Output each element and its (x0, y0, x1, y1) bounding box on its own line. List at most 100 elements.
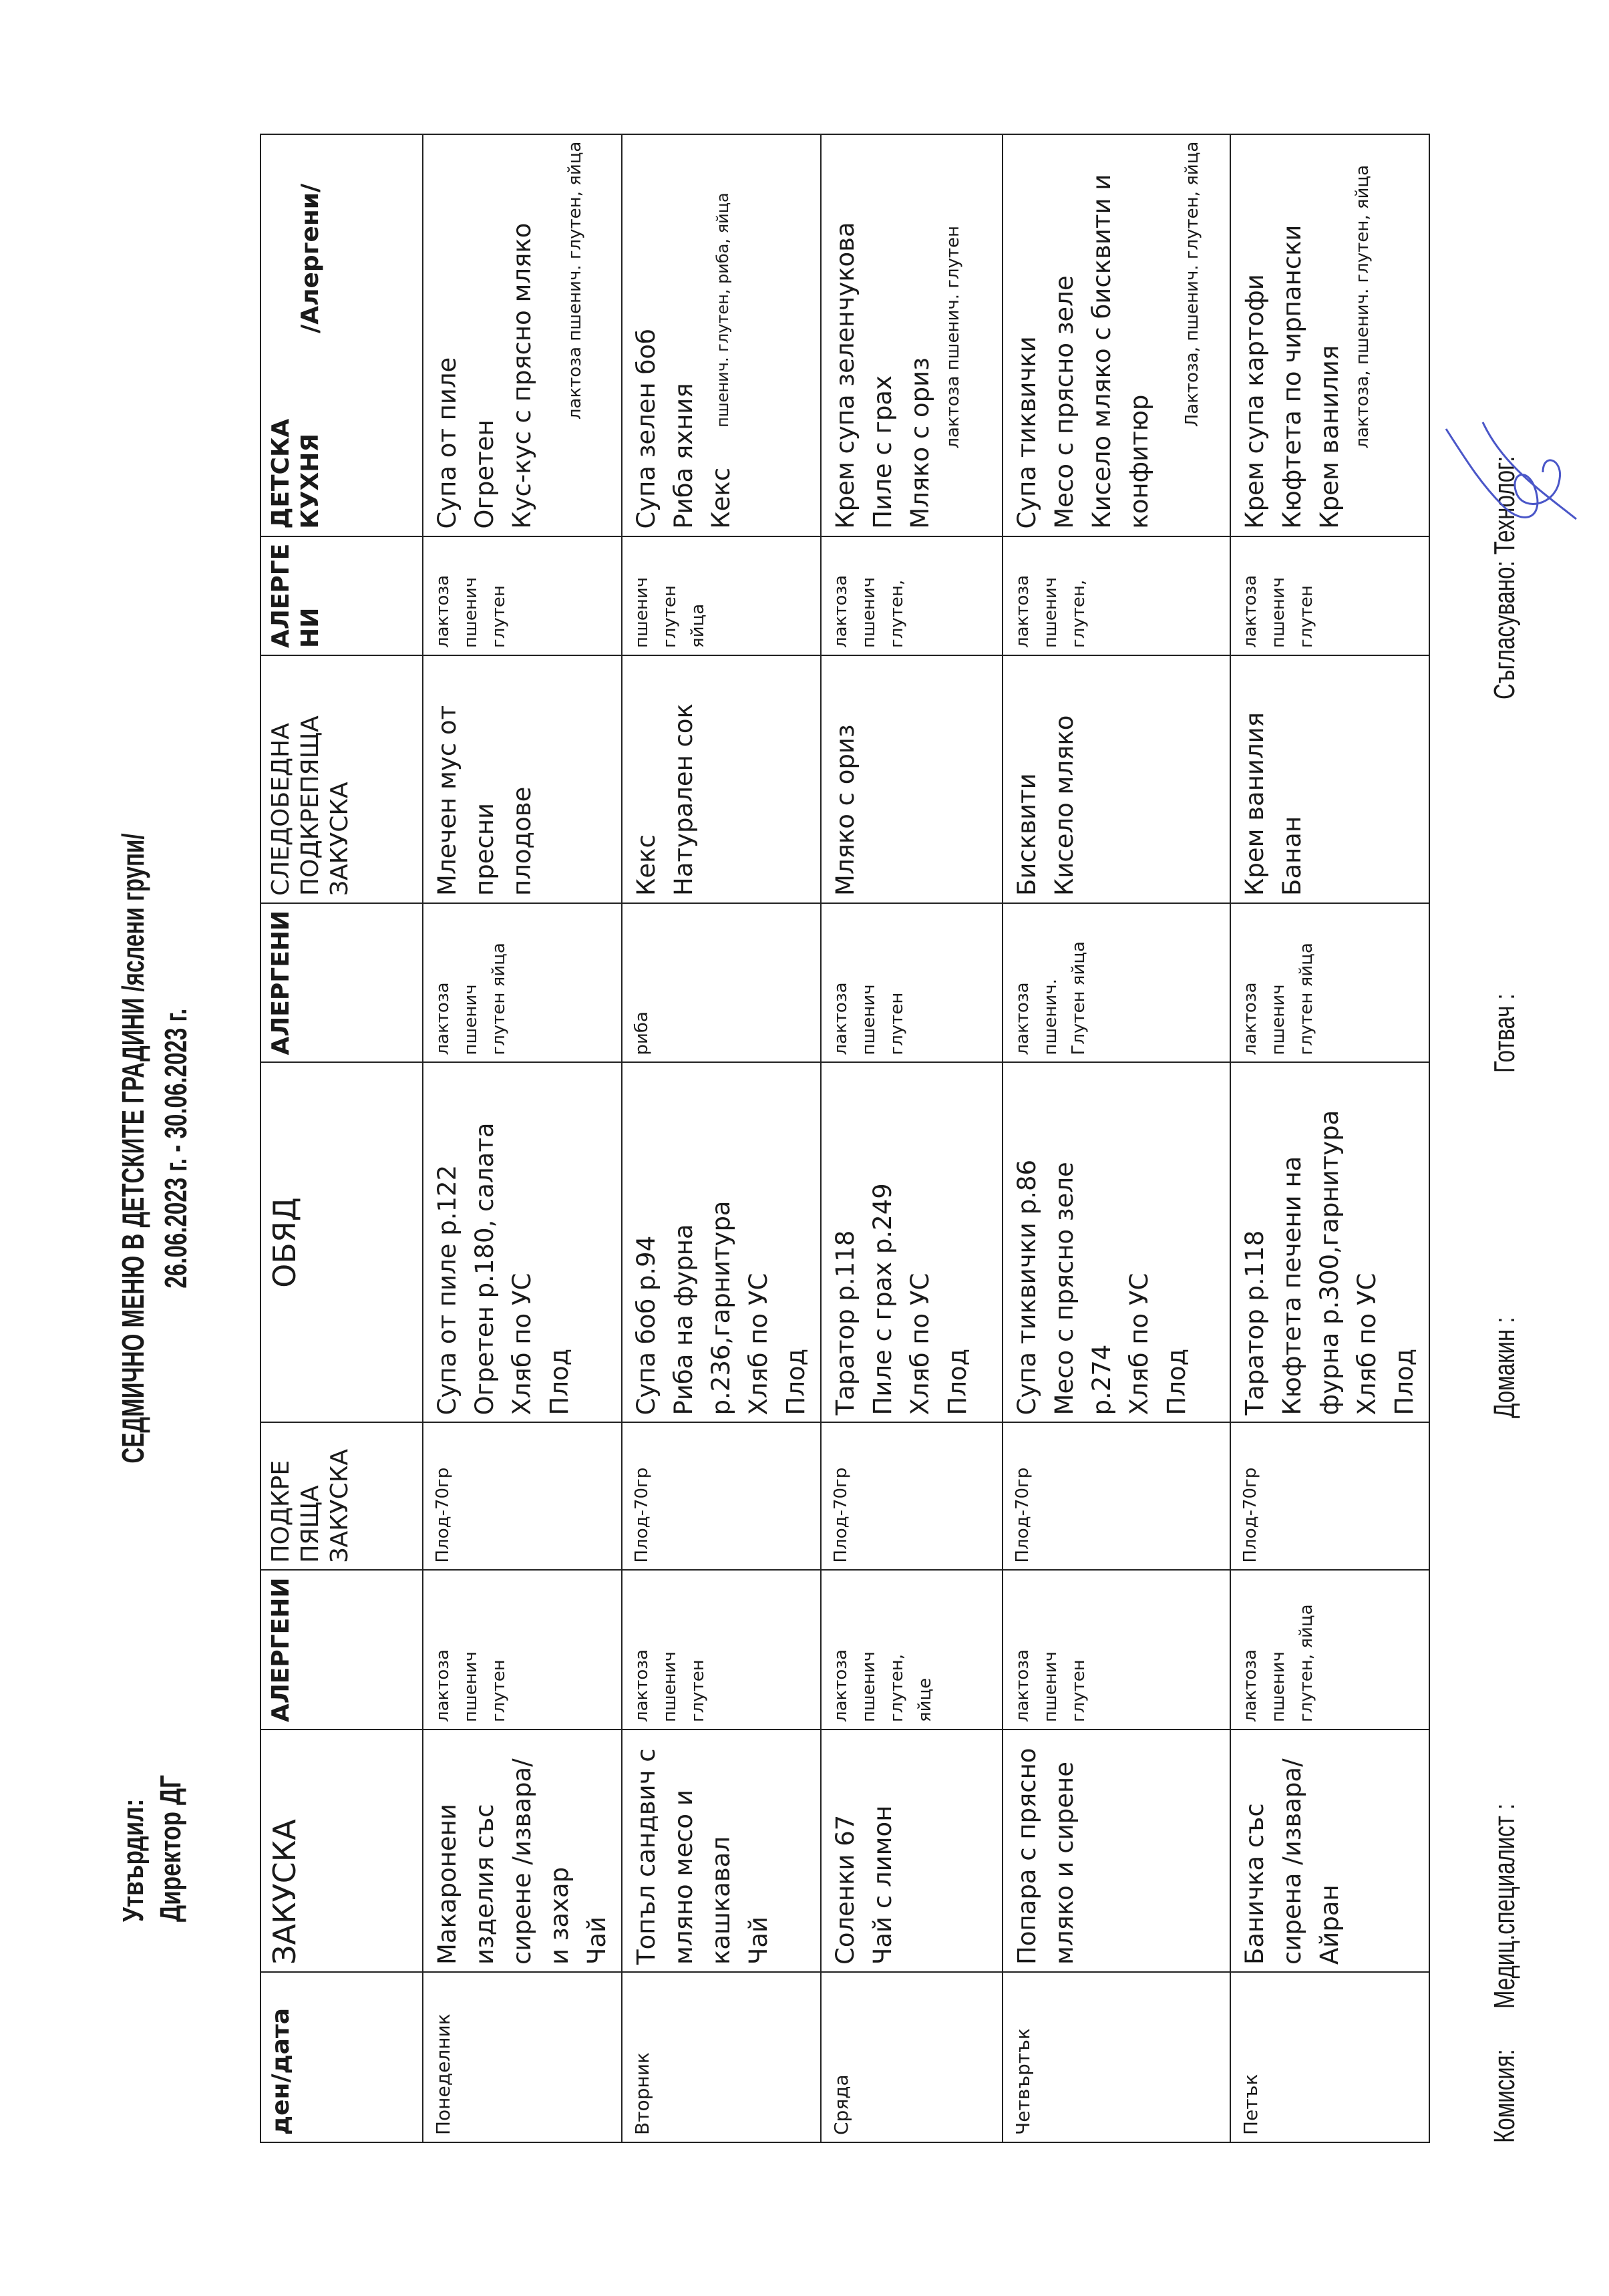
column-header-snack: ПОДКРЕ ПЯЩА ЗАКУСКА (260, 1422, 423, 1571)
cell-line: пшенич (461, 577, 481, 648)
cell-lunch-allergens: лактоза пшенич глутен (821, 903, 1003, 1063)
cell-line: пшенич (660, 1651, 680, 1722)
cell-line: Кекс (707, 467, 735, 529)
cell-line: Баничка със (1240, 1803, 1269, 1965)
cell-line: лактоза (1013, 1649, 1033, 1722)
column-header-label: СЛЕДОБЕДНА (267, 723, 295, 896)
cell-snack: Плод-70гр (423, 1422, 622, 1571)
cell-line: мляно месо и (669, 1790, 698, 1965)
cell-line: лактоза (1013, 982, 1033, 1055)
column-header-breakfast-allergens: АЛЕРГЕНИ (260, 1570, 423, 1730)
day-name: Вторник (631, 2052, 653, 2135)
cell-line: пшенич (1041, 577, 1061, 648)
column-header-label: ЗАКУСКА (326, 1448, 353, 1563)
cell-snack: Плод-70гр (821, 1422, 1003, 1571)
cell-line: пшенич (632, 577, 652, 648)
cell-line: сирена /извара/ (1278, 1758, 1306, 1965)
cell-line: Плод (943, 1348, 972, 1416)
cell-line: Хляб по УС (1353, 1273, 1381, 1416)
cell-line: Таратор р.118 (1240, 1230, 1269, 1416)
cell-line: Плод-70гр (831, 1467, 851, 1563)
cell-line: пшенич (461, 1651, 481, 1722)
column-header-label: АЛЕРГЕ (267, 543, 295, 648)
footer-commission: Комисия: (1488, 2049, 1521, 2143)
cell-line: Крем ванилия (1240, 712, 1269, 896)
cell-line: Плод-70гр (1240, 1467, 1260, 1563)
cell-line: лактоза (1240, 1649, 1260, 1722)
column-header-afternoon-snack: СЛЕДОБЕДНА ПОДКРЕПЯЩА ЗАКУСКА (260, 655, 423, 903)
cell-line: лактоза (433, 575, 453, 648)
column-header-label: АЛЕРГЕНИ (267, 1577, 295, 1722)
footer-medical: Медиц.специалист : (1488, 1803, 1521, 2009)
cell-line: пшенич (461, 984, 481, 1055)
cell-afternoon: Бисквити Кисело мляко (1003, 655, 1230, 903)
cell-kitchen: Супа от пиле Огретен Кус-кус с прясно мляк… (423, 134, 622, 536)
cell-line: пшенич. (1041, 979, 1061, 1055)
cell-line: конфитюр (1125, 394, 1153, 529)
column-header-label: ДЕТСКА (267, 418, 295, 529)
cell-line: глутен, яйца (1296, 1604, 1316, 1722)
cell-day: Сряда (821, 1972, 1003, 2142)
cell-line: Мляко с ориз (906, 357, 934, 529)
cell-line: Хляб по УС (744, 1273, 773, 1416)
cell-line: глутен (887, 992, 907, 1055)
cell-breakfast: Попара с прясно мляко и сирене (1003, 1730, 1230, 1972)
cell-snack: Плод-70гр (622, 1422, 821, 1571)
cell-breakfast: Топъл сандвич с мляно месо и кашкавал Чай (622, 1730, 821, 1972)
menu-table: ден/дата ЗАКУСКА АЛЕРГЕНИ ПОДКРЕ ПЯЩА ЗАКУСКА… (260, 134, 1430, 2143)
cell-line: Млечен мус от (433, 705, 462, 896)
cell-line: лактоза (831, 575, 851, 648)
cell-line: Плод (1390, 1348, 1419, 1416)
footer-housekeeper: Домакин : (1488, 1317, 1521, 1418)
column-header-label: ЗАКУСКА (326, 782, 353, 896)
cell-line: Плод (545, 1348, 574, 1416)
cell-line: Глутен яйца (1069, 941, 1089, 1055)
cell-line: мляко и сирене (1050, 1762, 1079, 1965)
column-header-label: ЗАКУСКА (266, 1819, 303, 1965)
cell-line: Огретен (470, 420, 499, 529)
cell-line: глутен (660, 585, 680, 648)
cell-afternoon-allergens: лактоза пшенич глутен (1230, 536, 1429, 655)
cell-line: глутен, (887, 579, 907, 648)
cell-breakfast: Макаронени изделия със сирене /извара/и за… (423, 1730, 622, 1972)
column-header-lunch-allergens: АЛЕРГЕНИ (260, 903, 423, 1063)
kitchen-allergens: Лактоза, пшенич. глутен, яйца (1182, 141, 1202, 428)
cell-line: Банан (1278, 816, 1306, 896)
cell-line: Кисело мляко с бисквити и (1087, 174, 1116, 529)
cell-line: глутен (489, 1659, 509, 1722)
cell-line: изделия със (470, 1804, 499, 1965)
cell-line: глутен, (887, 1653, 907, 1722)
cell-kitchen: Крем супа картофи Кюфтета по чирпански Кре… (1230, 134, 1429, 536)
cell-line: Супа боб р.94 (632, 1235, 661, 1416)
cell-snack: Плод-70гр (1003, 1422, 1230, 1571)
table-row: Петък Баничка със сирена /извара/Айран лакт… (1230, 134, 1429, 2142)
table-row: Четвъртък Попара с прясно мляко и сирене ла… (1003, 134, 1230, 2142)
cell-line: Кисело мляко (1050, 715, 1079, 896)
cell-afternoon-allergens: лактоза пшенич глутен (423, 536, 622, 655)
cell-snack: Плод-70гр (1230, 1422, 1429, 1571)
kitchen-allergens: лактоза пшенич. глутен (943, 225, 963, 449)
document-title: СЕДМИЧНО МЕНЮ В ДЕТСКИТЕ ГРАДИНИ /яслени… (116, 833, 150, 1464)
cell-lunch-allergens: риба (622, 903, 821, 1063)
cell-breakfast-allergens: лактоза пшенич глутен (423, 1570, 622, 1730)
column-header-label: ПОДКРЕ (267, 1460, 295, 1563)
cell-line: Хляб по УС (906, 1273, 934, 1416)
cell-lunch: Супа боб р.94 Риба на фурна р.236,гарнитур… (622, 1062, 821, 1423)
cell-day: Петък (1230, 1972, 1429, 2142)
cell-line: кашкавал (707, 1836, 735, 1965)
cell-line: Месо с прясно зеле (1050, 1162, 1079, 1416)
cell-lunch-allergens: лактоза пшенич глутен яйца (1230, 903, 1429, 1063)
cell-line: глутен, (1069, 579, 1089, 648)
cell-line: пресни (470, 802, 499, 896)
column-header-afternoon-allergens: АЛЕРГЕ НИ (260, 536, 423, 655)
kitchen-allergens: пшенич. глутен, риба, яйца (713, 192, 732, 428)
cell-line: Риба на фурна (669, 1224, 698, 1416)
cell-line: Месо с прясно зеле (1050, 275, 1079, 529)
cell-line: Огретен р.180, салата (470, 1122, 499, 1416)
cell-lunch-allergens: лактоза пшенич. Глутен яйца (1003, 903, 1230, 1063)
column-header-label: ОБЯД (266, 1197, 303, 1288)
column-header-label: ден/дата (267, 2007, 295, 2135)
cell-line: сирене /извара/ (508, 1758, 536, 1965)
column-header-lunch: ОБЯД (260, 1062, 423, 1423)
cell-line: Супа тиквички (1013, 336, 1041, 529)
